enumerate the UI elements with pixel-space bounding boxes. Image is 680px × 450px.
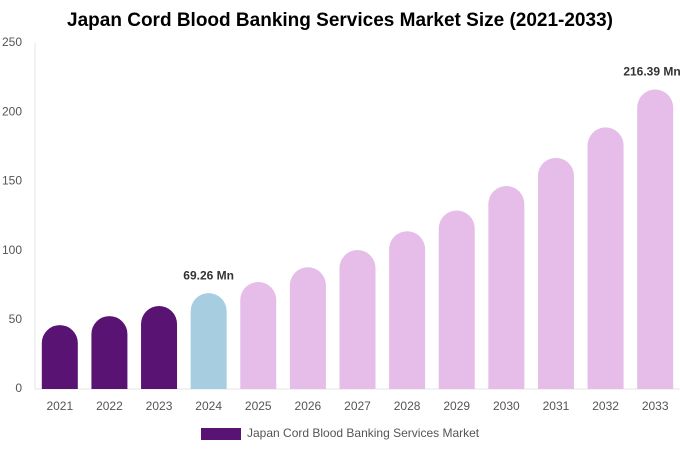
x-tick-label: 2023 <box>146 399 173 413</box>
legend-label: Japan Cord Blood Banking Services Market <box>247 426 480 440</box>
x-tick-label: 2032 <box>592 399 619 413</box>
bar <box>438 210 475 389</box>
x-tick-label: 2021 <box>46 399 73 413</box>
x-tick-label: 2024 <box>195 399 222 413</box>
x-tick-label: 2026 <box>295 399 322 413</box>
value-label: 216.39 Mn <box>623 65 680 79</box>
bar <box>289 267 326 389</box>
x-tick-label: 2025 <box>245 399 272 413</box>
y-tick-label: 250 <box>2 35 22 49</box>
x-tick-label: 2031 <box>543 399 570 413</box>
y-tick-label: 50 <box>9 312 23 326</box>
bar <box>141 305 178 389</box>
bar <box>389 231 426 389</box>
bar <box>488 185 525 389</box>
bar <box>91 316 128 389</box>
value-label: 69.26 Mn <box>183 268 234 282</box>
bar <box>587 127 624 389</box>
y-tick-label: 100 <box>2 243 22 257</box>
x-tick-label: 2029 <box>443 399 470 413</box>
bar <box>637 89 674 390</box>
x-tick-label: 2028 <box>394 399 421 413</box>
x-tick-label: 2030 <box>493 399 520 413</box>
bar <box>537 157 574 389</box>
legend-swatch <box>201 428 241 440</box>
x-tick-label: 2033 <box>642 399 669 413</box>
bar <box>190 293 227 389</box>
y-tick-label: 200 <box>2 104 22 118</box>
x-tick-label: 2022 <box>96 399 123 413</box>
chart-title: Japan Cord Blood Banking Services Market… <box>67 10 613 31</box>
y-tick-label: 150 <box>2 174 22 188</box>
x-tick-label: 2027 <box>344 399 371 413</box>
bar <box>41 325 78 389</box>
bar <box>339 250 376 389</box>
bar <box>240 282 277 389</box>
y-tick-label: 0 <box>15 381 22 395</box>
